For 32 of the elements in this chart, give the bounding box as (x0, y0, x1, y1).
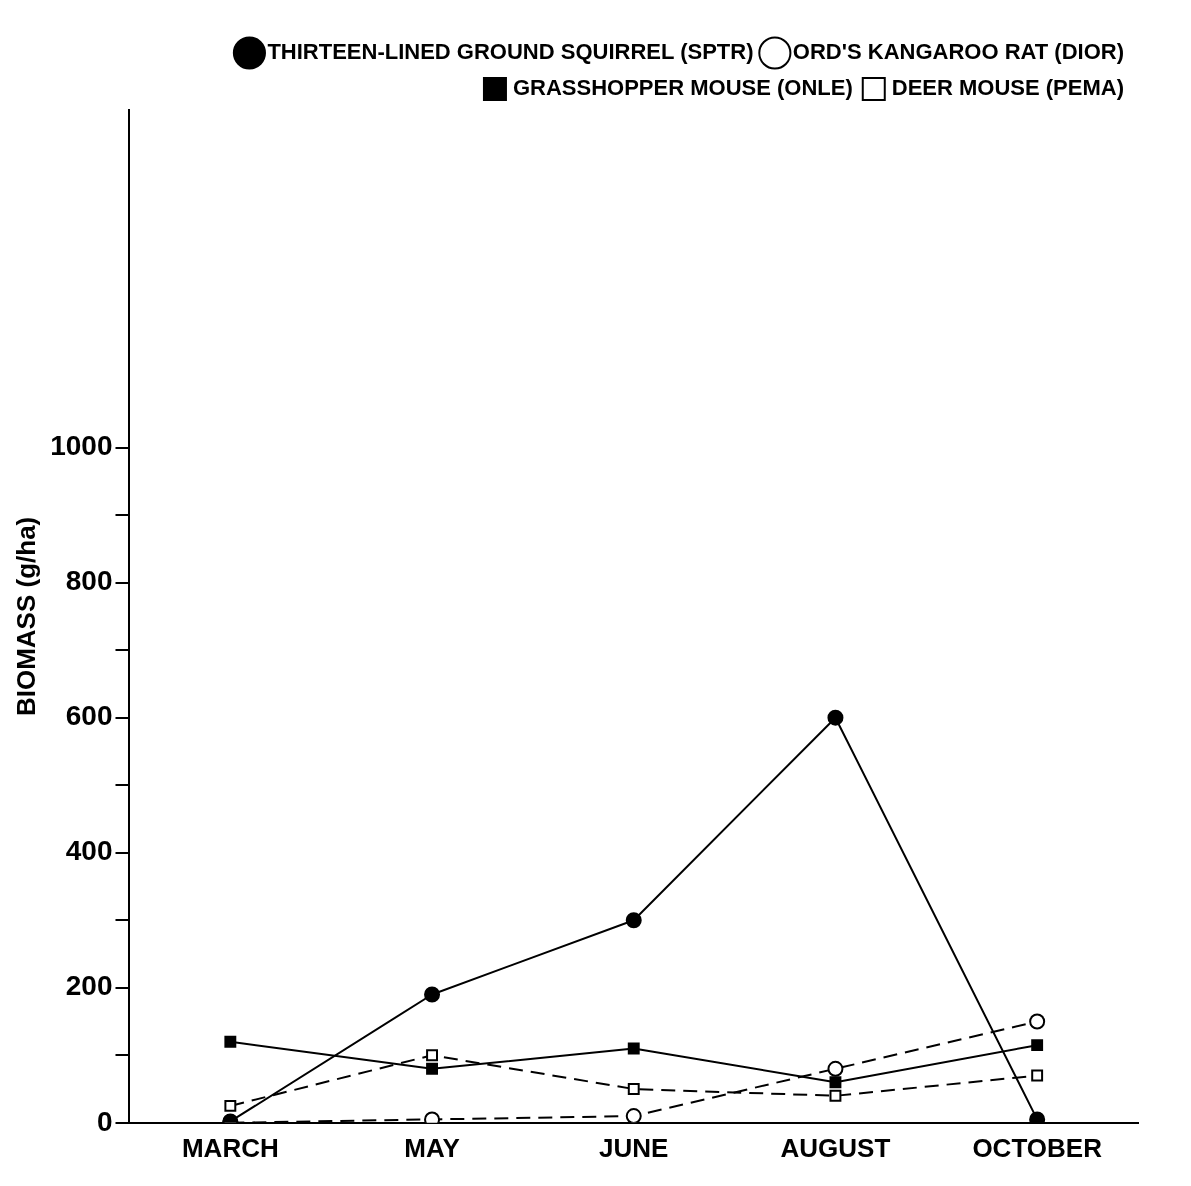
point (1029, 1013, 1046, 1030)
point (627, 1042, 640, 1055)
point (426, 1062, 438, 1075)
x-tick-label: JUNE (599, 1132, 669, 1163)
point (625, 1108, 642, 1123)
y-axis-title: BIOMASS (g/ha) (10, 516, 41, 717)
legend-label: GRASSHOPPER MOUSE (ONLE) (512, 75, 853, 101)
legend-label: DEER MOUSE (PEMA) (891, 75, 1125, 101)
y-tick-label: 400 (65, 835, 113, 867)
point (827, 709, 844, 726)
point (827, 1060, 844, 1077)
y-tick-label: 200 (65, 970, 113, 1002)
point (424, 986, 441, 1003)
x-tick-label: MARCH (181, 1132, 279, 1163)
point (829, 1076, 842, 1089)
x-tick-label: AUGUST (780, 1132, 891, 1163)
y-tick-label: 600 (65, 700, 113, 732)
y-tick-label: 0 (96, 1105, 113, 1137)
x-tick-label: MAY (404, 1132, 460, 1163)
x-tick-label: OCTOBER (972, 1132, 1103, 1163)
point (224, 1099, 237, 1112)
point (224, 1035, 237, 1048)
point (1031, 1039, 1044, 1052)
point (627, 1083, 640, 1095)
legend-label: THIRTEEN-LINED GROUND SQUIRREL (SPTR) (267, 39, 754, 65)
point (426, 1049, 438, 1062)
legend-label: ORD'S KANGAROO RAT (DIOR) (792, 39, 1124, 65)
point (1031, 1069, 1044, 1082)
point (829, 1089, 842, 1102)
y-tick-label: 800 (65, 565, 113, 597)
point (625, 912, 642, 929)
y-tick-label: 1000 (50, 430, 113, 462)
